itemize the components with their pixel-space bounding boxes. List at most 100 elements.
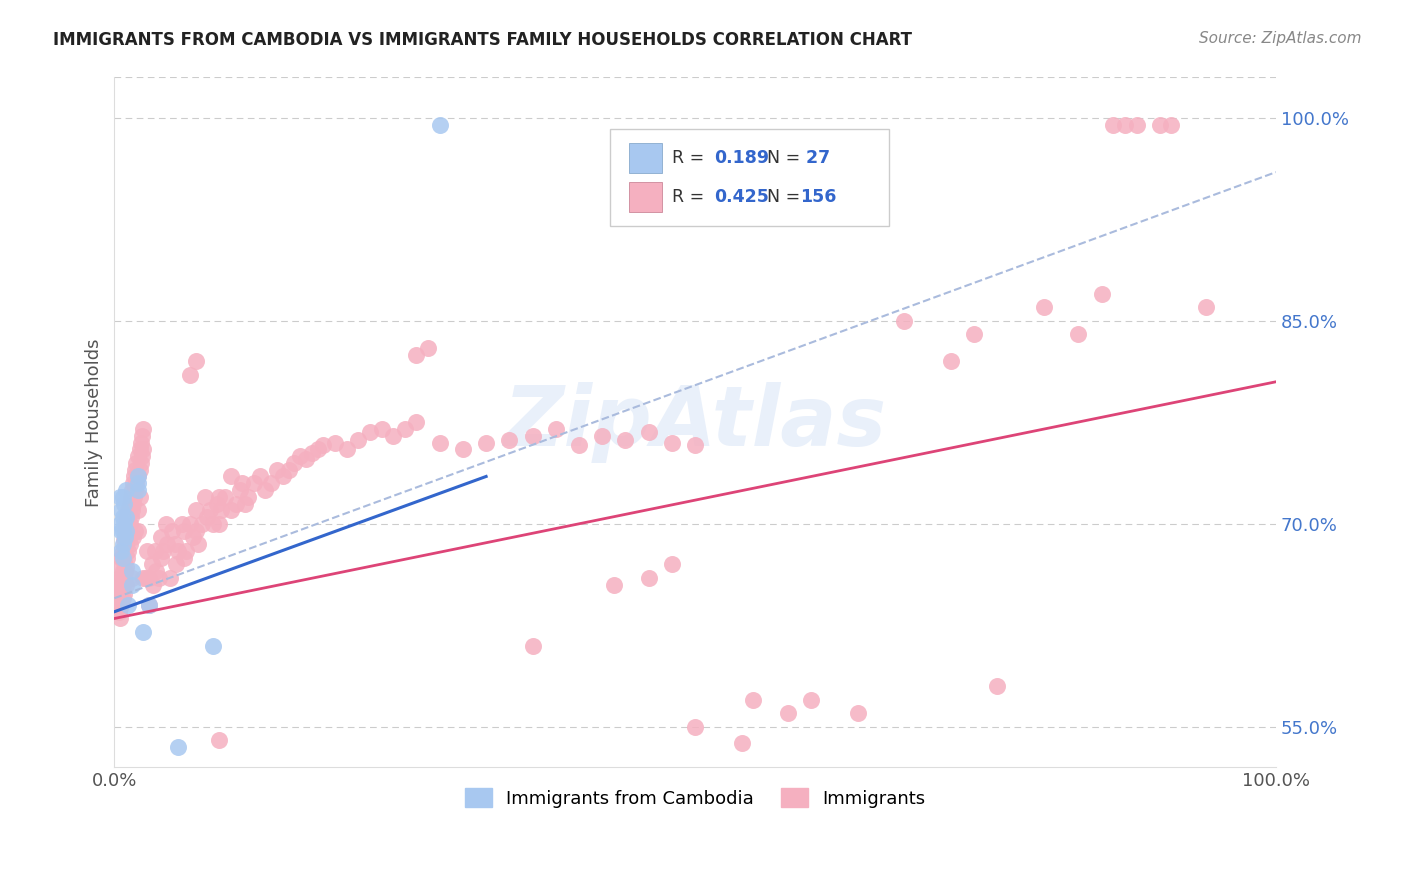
Point bbox=[184, 524, 207, 538]
Point bbox=[370, 422, 392, 436]
Point bbox=[127, 476, 149, 491]
Point bbox=[110, 591, 132, 606]
Point bbox=[730, 736, 752, 750]
Point bbox=[429, 435, 451, 450]
Point bbox=[603, 577, 626, 591]
Point bbox=[742, 692, 765, 706]
Text: N =: N = bbox=[768, 188, 800, 206]
Point bbox=[127, 483, 149, 497]
Point bbox=[893, 314, 915, 328]
Point bbox=[135, 571, 157, 585]
Point bbox=[111, 510, 134, 524]
Point bbox=[208, 733, 231, 747]
Point bbox=[143, 544, 166, 558]
Point bbox=[108, 605, 131, 619]
Point bbox=[124, 483, 146, 497]
Point bbox=[637, 571, 659, 585]
Point bbox=[121, 564, 143, 578]
Point bbox=[112, 496, 135, 510]
Point bbox=[233, 496, 256, 510]
Point bbox=[184, 503, 207, 517]
Point bbox=[129, 490, 152, 504]
Point bbox=[637, 425, 659, 439]
Point bbox=[122, 469, 145, 483]
Point bbox=[136, 544, 159, 558]
Point bbox=[184, 354, 207, 368]
Point bbox=[110, 544, 132, 558]
Point bbox=[159, 571, 181, 585]
Point bbox=[1125, 118, 1147, 132]
Point bbox=[359, 425, 381, 439]
Text: IMMIGRANTS FROM CAMBODIA VS IMMIGRANTS FAMILY HOUSEHOLDS CORRELATION CHART: IMMIGRANTS FROM CAMBODIA VS IMMIGRANTS F… bbox=[53, 31, 912, 49]
Point bbox=[846, 706, 869, 721]
Text: R =: R = bbox=[672, 149, 710, 167]
Point bbox=[260, 476, 283, 491]
Point bbox=[141, 558, 163, 572]
Point bbox=[110, 524, 132, 538]
Point bbox=[544, 422, 567, 436]
Point bbox=[115, 510, 138, 524]
Point bbox=[132, 625, 155, 640]
Point bbox=[120, 510, 142, 524]
Text: 0.189: 0.189 bbox=[714, 149, 769, 167]
Point bbox=[127, 469, 149, 483]
Point bbox=[111, 537, 134, 551]
Point bbox=[118, 516, 141, 531]
Point bbox=[117, 503, 139, 517]
Point bbox=[405, 415, 427, 429]
Point bbox=[167, 544, 190, 558]
Point bbox=[202, 639, 225, 653]
Point bbox=[229, 483, 252, 497]
Point bbox=[170, 516, 193, 531]
Point bbox=[824, 821, 846, 835]
Point bbox=[132, 422, 155, 436]
Point bbox=[190, 516, 212, 531]
Point bbox=[405, 348, 427, 362]
Point bbox=[132, 442, 155, 457]
Point bbox=[121, 483, 143, 497]
Point bbox=[173, 550, 195, 565]
Point bbox=[195, 510, 218, 524]
Point bbox=[112, 571, 135, 585]
Point bbox=[108, 571, 131, 585]
Point bbox=[111, 544, 134, 558]
Point bbox=[277, 463, 299, 477]
Point bbox=[219, 503, 242, 517]
Point bbox=[112, 587, 135, 601]
Point bbox=[225, 496, 247, 510]
Point bbox=[115, 483, 138, 497]
Point bbox=[963, 327, 986, 342]
Point bbox=[121, 571, 143, 585]
Point bbox=[122, 490, 145, 504]
Point bbox=[661, 558, 683, 572]
Point bbox=[416, 341, 439, 355]
Point bbox=[591, 429, 613, 443]
Point bbox=[115, 510, 138, 524]
Point bbox=[125, 456, 148, 470]
Point bbox=[110, 560, 132, 574]
Point bbox=[129, 442, 152, 457]
Text: Source: ZipAtlas.com: Source: ZipAtlas.com bbox=[1198, 31, 1361, 46]
Point bbox=[1102, 118, 1125, 132]
Point bbox=[115, 516, 138, 531]
Point bbox=[179, 516, 201, 531]
Point bbox=[138, 598, 160, 612]
Point bbox=[683, 720, 706, 734]
Point bbox=[111, 591, 134, 606]
Point bbox=[149, 530, 172, 544]
Point bbox=[336, 442, 359, 457]
Point bbox=[152, 544, 174, 558]
Point bbox=[198, 503, 221, 517]
Text: N =: N = bbox=[768, 149, 800, 167]
Point bbox=[117, 524, 139, 538]
FancyBboxPatch shape bbox=[610, 129, 889, 226]
Point bbox=[115, 537, 138, 551]
Point bbox=[110, 571, 132, 585]
Text: 0.425: 0.425 bbox=[714, 188, 769, 206]
Point bbox=[202, 516, 225, 531]
Point bbox=[121, 577, 143, 591]
Point bbox=[290, 449, 312, 463]
Point bbox=[114, 564, 136, 578]
Point bbox=[110, 595, 132, 609]
Point bbox=[111, 524, 134, 538]
